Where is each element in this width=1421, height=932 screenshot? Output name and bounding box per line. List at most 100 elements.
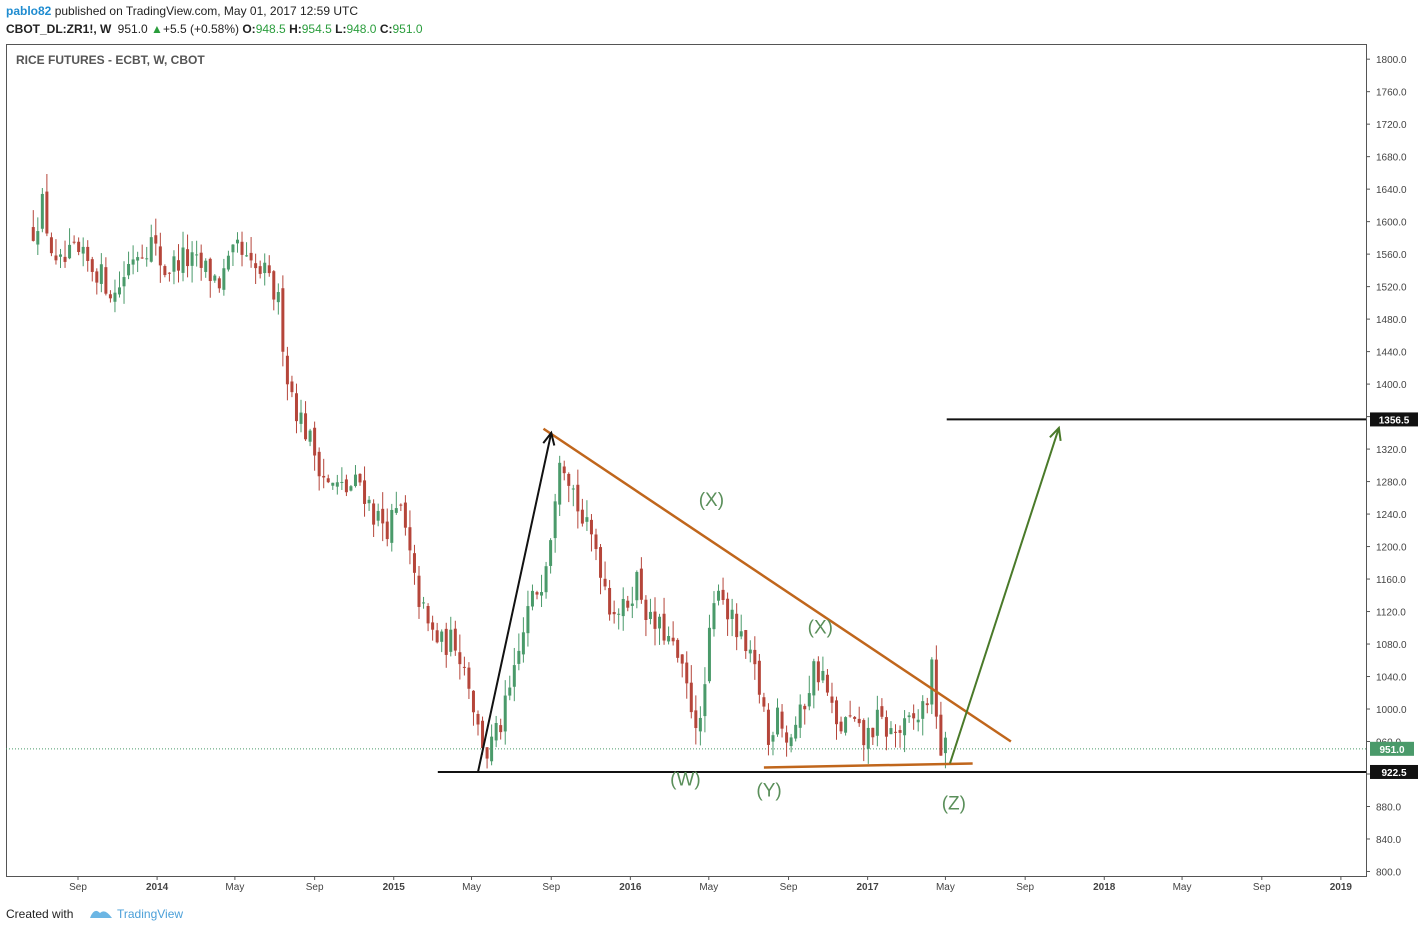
candle-body (558, 462, 562, 505)
candle-body (603, 578, 607, 587)
candle-body (766, 709, 770, 745)
candle-body (399, 504, 403, 506)
candle-body (653, 611, 657, 629)
candle-body (916, 719, 920, 723)
candle-body (685, 662, 689, 684)
candle-body (390, 509, 394, 543)
candle-body (512, 665, 516, 687)
y-tick-label: 1520.0 (1376, 283, 1407, 294)
candle-body (213, 275, 217, 281)
candle-body (671, 637, 675, 642)
candle-body (453, 628, 457, 651)
x-tick-label: Sep (306, 882, 324, 893)
candle-body (353, 474, 357, 487)
candle-body (748, 649, 752, 654)
y-tick-label: 1200.0 (1376, 543, 1407, 554)
publish-header: pablo82 published on TradingView.com, Ma… (0, 0, 1421, 40)
y-tick-label: 1160.0 (1376, 575, 1406, 586)
candle-body (476, 713, 480, 725)
y-tick-label: 1760.0 (1376, 88, 1407, 99)
candle-body (127, 263, 131, 276)
publish-info: published on TradingView.com, May 01, 20… (51, 4, 358, 18)
candle-body (721, 589, 725, 601)
candle-body (835, 700, 839, 725)
candle-body (317, 451, 321, 477)
candle-body (576, 484, 580, 512)
candle-body (167, 272, 171, 274)
candle-body (45, 191, 49, 234)
candle-body (880, 706, 884, 717)
author-link[interactable]: pablo82 (6, 4, 52, 18)
candle-body (930, 659, 934, 705)
candle-body (830, 696, 834, 703)
candle-body (408, 527, 412, 551)
current-price-text: 951.0 (1379, 745, 1404, 756)
candle-body (440, 631, 444, 642)
candle-body (140, 257, 144, 259)
candle-body (158, 246, 162, 266)
candle-body (612, 611, 616, 615)
candle-body (608, 587, 612, 615)
candle-body (308, 430, 312, 442)
candle-body (753, 649, 757, 665)
candle-body (544, 566, 548, 593)
created-with-label: Created with (6, 907, 74, 921)
candle-body (735, 613, 739, 638)
x-tick-label: Sep (1016, 882, 1034, 893)
candle-body (594, 534, 598, 550)
chart-title: RICE FUTURES - ECBT, W, CBOT (16, 53, 205, 67)
x-tick-label: May (225, 882, 244, 893)
tradingview-logo-icon[interactable] (88, 905, 114, 921)
candle-body (630, 603, 634, 606)
candle-body (739, 631, 743, 637)
candle-body (294, 393, 298, 422)
open-label: O: (242, 22, 256, 36)
candle-body (821, 670, 825, 681)
y-tick-label: 1240.0 (1376, 510, 1407, 521)
price-change: +5.5 (+0.58%) (162, 22, 239, 36)
candle-body (698, 717, 702, 732)
wave-label: (Z) (942, 794, 966, 815)
y-tick-label: 1400.0 (1376, 380, 1407, 391)
candle-body (136, 257, 140, 261)
x-tick-label: May (936, 882, 955, 893)
y-tick-label: 1560.0 (1376, 250, 1407, 261)
x-tick-label: 2017 (857, 882, 880, 893)
candle-body (481, 720, 485, 749)
candle-body (844, 717, 848, 733)
candle-body (689, 682, 693, 713)
candle-body (431, 622, 435, 630)
candle-body (567, 473, 571, 486)
candle-body (172, 256, 176, 272)
candle-body (272, 271, 276, 300)
candle-body (240, 241, 244, 255)
candle-body (617, 613, 621, 615)
candle-body (676, 639, 680, 658)
x-tick-label: Sep (69, 882, 87, 893)
candle-body (149, 237, 153, 262)
low-value: 948.0 (346, 22, 377, 36)
x-tick-label: May (462, 882, 481, 893)
x-axis: Sep 2014 May Sep 2015 May Sep 2016 May Sep 2017 May… (69, 876, 1352, 893)
footer (0, 900, 1421, 932)
candle-body (553, 501, 557, 539)
candle-body (195, 254, 199, 256)
candle-body (86, 246, 90, 261)
candle-body (943, 737, 947, 754)
candle-body (939, 714, 943, 756)
candle-body (54, 255, 58, 261)
high-value: 954.5 (301, 22, 332, 36)
candle-body (508, 687, 512, 696)
candle-body (812, 661, 816, 696)
candle-body (358, 473, 362, 483)
candle-body (857, 718, 861, 724)
candle-body (798, 704, 802, 728)
x-tick-label: Sep (542, 882, 560, 893)
candle-body (667, 635, 671, 642)
candle-body (176, 260, 180, 271)
target-arrow (949, 427, 1060, 764)
candle-body (875, 709, 879, 736)
tradingview-link[interactable]: TradingView (117, 907, 184, 921)
level-label: 1356.5 (1370, 412, 1418, 427)
